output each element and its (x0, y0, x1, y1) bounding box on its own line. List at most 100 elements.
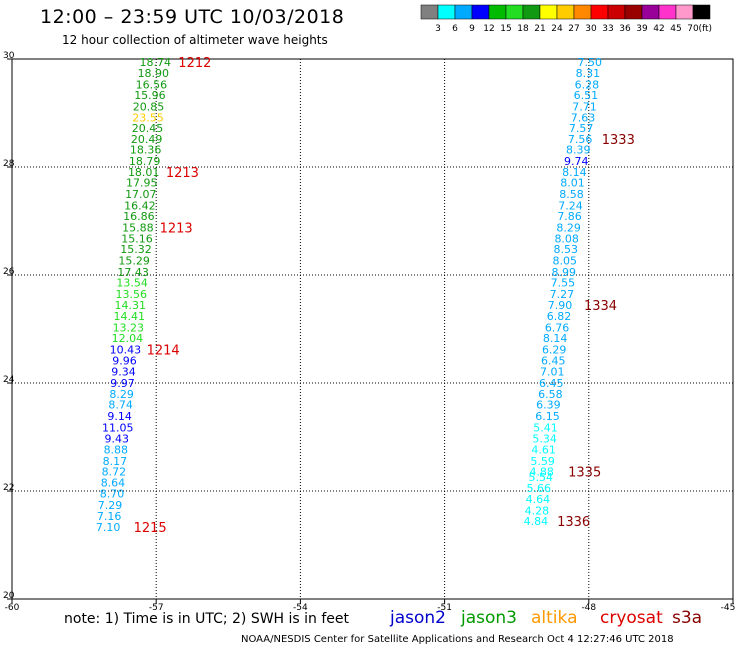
swh-value-s3a: 7.71 (572, 101, 597, 114)
colorbar-swatch (522, 4, 541, 20)
swh-value-jason3: 23.55 (132, 111, 164, 124)
swh-value-s3a: 7.50 (578, 56, 603, 69)
time-label: 1212 (178, 56, 211, 71)
swh-value-s3a: 7.01 (540, 366, 565, 379)
swh-value-jason3: 15.96 (134, 89, 166, 102)
swh-value-jason3: 8.88 (104, 443, 129, 456)
swh-value-jason3: 18.90 (138, 67, 170, 80)
time-label: 1213 (166, 166, 199, 181)
swh-value-s3a: 8.14 (543, 332, 568, 345)
swh-value-s3a: 7.86 (557, 210, 582, 223)
swh-value-s3a: 6.45 (541, 354, 566, 367)
colorbar-tick-label: 70 (687, 24, 699, 34)
swh-value-jason3: 9.14 (107, 410, 132, 423)
y-tick-label: 22 (3, 483, 14, 493)
swh-value-s3a: 5.41 (533, 421, 558, 434)
colorbar-tick-label: 15 (500, 24, 511, 34)
y-tick-label: 30 (3, 51, 15, 61)
swh-value-jason3: 13.54 (116, 277, 148, 290)
colorbar-swatch (488, 4, 507, 20)
swh-value-s3a: 8.14 (562, 166, 587, 179)
swh-value-s3a: 8.99 (552, 266, 577, 279)
y-tick-label: 26 (3, 267, 15, 277)
colorbar-tick-label: 3 (435, 24, 441, 34)
colorbar-swatch (471, 4, 490, 20)
time-labels: 1212 1213 1213 1214 1215 1333 1334 1335 1336 (134, 56, 635, 536)
swh-value-jason3: 8.74 (108, 399, 133, 412)
swh-value-jason3: 10.43 (110, 344, 142, 357)
swh-value-s3a: 5.34 (532, 433, 557, 446)
swh-value-jason3: 18.74 (139, 56, 171, 69)
swh-value-jason3: 17.07 (125, 188, 157, 201)
swh-value-s3a: 8.08 (554, 232, 579, 245)
colorbar-tick-label: 24 (551, 24, 563, 34)
time-label: 1334 (584, 299, 617, 314)
swh-value-s3a: 8.53 (553, 243, 578, 256)
colorbar-tick-label: 39 (636, 24, 648, 34)
time-label: 1336 (557, 515, 590, 530)
colorbar-swatch (590, 4, 609, 20)
swh-value-s3a: 7.57 (569, 122, 594, 135)
swh-value-s3a: 7.27 (550, 288, 575, 301)
colorbar-unit-label: (ft) (698, 24, 712, 34)
credit-line: NOAA/NESDIS Center for Satellite Applica… (241, 634, 674, 645)
swh-value-jason3: 20.45 (132, 122, 164, 135)
satellite-label-jason2: jason2 (390, 608, 446, 628)
swh-value-jason3: 20.85 (133, 101, 165, 114)
x-tick-label: -45 (721, 603, 736, 613)
satellite-label-cryosat: cryosat (600, 608, 663, 628)
swh-value-s3a: 7.56 (568, 133, 593, 146)
swh-value-s3a: 5.66 (527, 482, 552, 495)
colorbar-swatch (641, 4, 660, 20)
colorbar-tick-label: 21 (534, 24, 545, 34)
swh-value-s3a: 6.45 (539, 377, 564, 390)
swh-value-s3a: 4.61 (531, 443, 556, 456)
swh-value-jason3: 9.43 (105, 433, 130, 446)
swh-value-jason3: 17.95 (126, 177, 158, 190)
satellite-label-jason3: jason3 (461, 608, 517, 628)
x-tick-label: -57 (149, 603, 164, 613)
swh-value-s3a: 4.28 (525, 504, 550, 517)
axes: 20 22 24 26 28 30 -60 -57 -54 -51 -48 -45 (3, 51, 735, 613)
swh-value-jason3: 7.29 (98, 499, 123, 512)
colorbar-swatch (573, 4, 592, 20)
swh-value-s3a: 5.59 (530, 455, 555, 468)
x-tick-label: -51 (437, 603, 452, 613)
swh-value-jason3: 13.23 (113, 321, 145, 334)
colorbar-swatch (454, 4, 473, 20)
colorbar-tick-label: 30 (585, 24, 597, 34)
swh-value-jason3: 16.56 (136, 78, 168, 91)
swh-value-jason3: 14.41 (114, 310, 146, 323)
swh-value-s3a: 8.31 (576, 67, 601, 80)
x-tick-label: -48 (581, 603, 596, 613)
swh-value-s3a: 6.82 (547, 310, 572, 323)
chart-subtitle: 12 hour collection of altimeter wave hei… (62, 33, 328, 47)
swh-value-jason3: 18.01 (128, 166, 160, 179)
swh-value-s3a: 4.88 (529, 466, 554, 479)
swh-value-jason3: 8.29 (109, 388, 134, 401)
colorbar-tick-label: 9 (469, 24, 475, 34)
swh-value-s3a: 4.84 (524, 515, 549, 528)
time-label: 1335 (568, 466, 601, 481)
swh-value-s3a: 6.51 (574, 89, 599, 102)
swh-value-jason3: 8.64 (101, 476, 126, 489)
swh-value-s3a: 8.58 (559, 188, 584, 201)
colorbar-tick-label: 45 (670, 24, 681, 34)
swh-value-s3a: 7.90 (548, 299, 573, 312)
colorbar-swatch (539, 4, 558, 20)
time-label: 1214 (147, 344, 180, 359)
grid-lines (12, 59, 733, 599)
swh-value-jason3: 8.72 (102, 466, 127, 479)
wave-height-points: 18.7418.9016.5615.9620.8523.5520.4520.49… (96, 56, 602, 534)
colorbar-swatch (505, 4, 524, 20)
swh-value-jason3: 8.17 (103, 455, 128, 468)
colorbar-tick-label: 18 (517, 24, 529, 34)
swh-value-s3a: 8.29 (556, 221, 581, 234)
swh-value-jason3: 8.70 (100, 488, 125, 501)
time-label: 1213 (160, 221, 193, 236)
colorbar-swatch (556, 4, 575, 20)
swh-value-s3a: 5.54 (528, 471, 553, 484)
swh-value-jason3: 9.96 (112, 354, 137, 367)
time-label: 1215 (134, 521, 167, 536)
